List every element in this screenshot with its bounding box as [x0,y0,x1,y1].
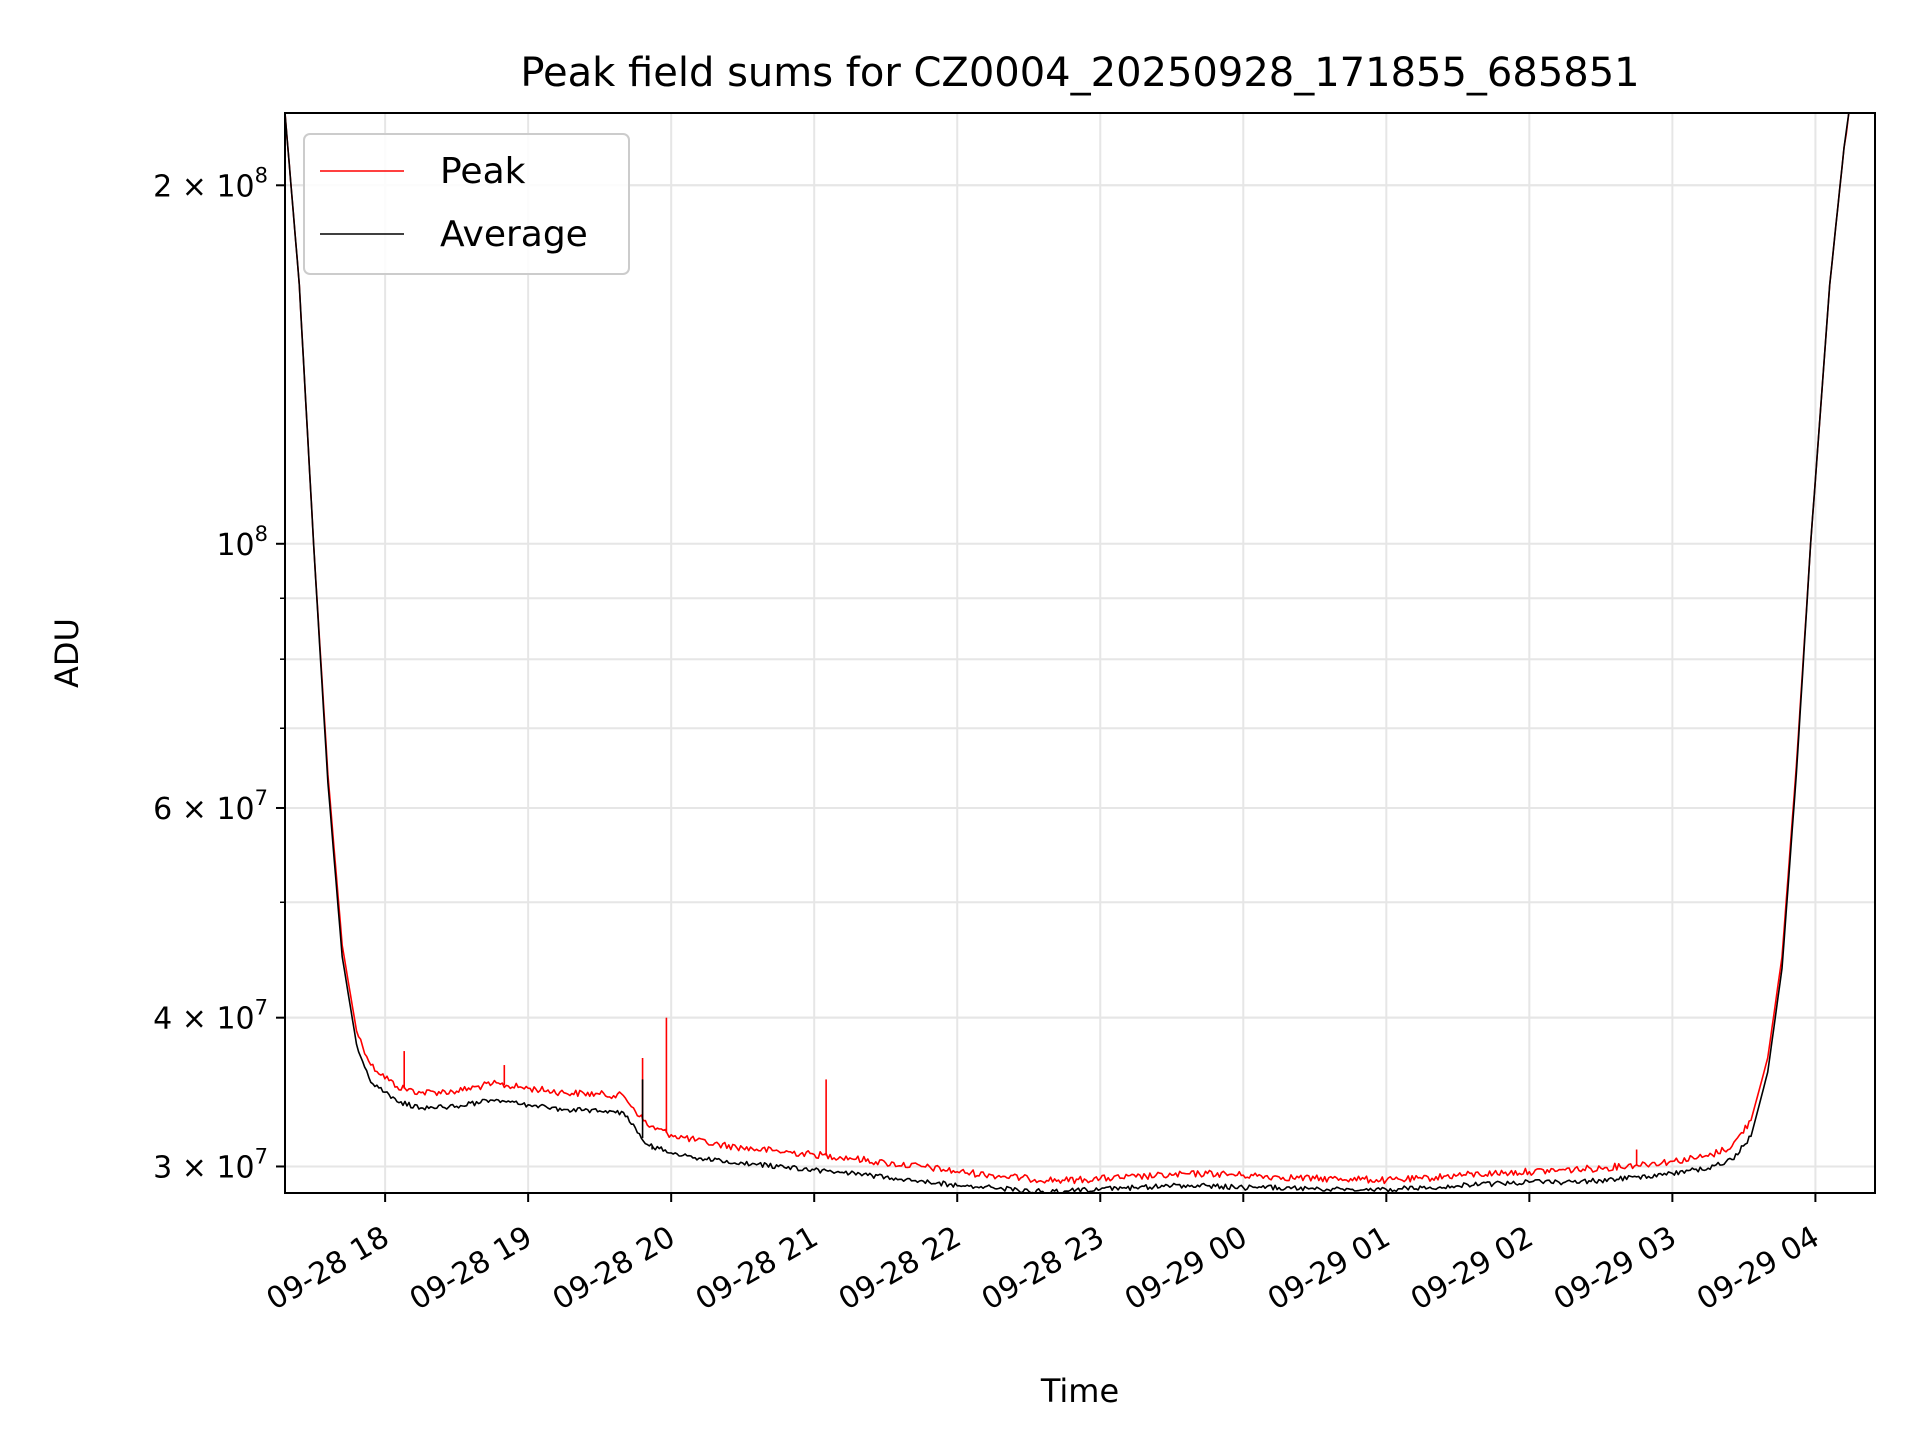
y-tick-exponent: 7 [255,786,268,810]
y-tick-mantissa: 3 [153,1150,172,1185]
legend-box [303,133,630,275]
y-tick-mantissa: 4 [153,1002,172,1037]
legend: Peak Average [303,133,630,275]
y-tick-times: × 10 [172,792,254,827]
y-tick-exponent: 8 [255,163,268,187]
y-tick-label: 4 × 107 [153,996,268,1037]
y-tick-mantissa: 2 [153,169,172,204]
legend-label-peak: Peak [440,151,526,192]
y-tick-times: × 10 [172,169,254,204]
y-tick-base: 10 [216,528,254,563]
series-layer [285,113,1850,1193]
series-group [285,113,1850,1193]
y-tick-times: × 10 [172,1002,254,1037]
plot-frame [284,112,1876,1194]
series-line-average [285,113,1850,1193]
legend-label-average: Average [440,214,588,255]
y-tick-label: 108 [216,522,268,563]
y-tick-label: 3 × 107 [153,1144,268,1185]
y-tick-mantissa: 6 [153,792,172,827]
y-tick-exponent: 8 [255,522,268,546]
grid-lines [285,113,1875,1193]
series-line-peak [285,113,1850,1185]
y-tick-label: 2 × 108 [153,163,268,204]
chart-title: Peak field sums for CZ0004_20250928_1718… [520,50,1639,96]
y-tick-label: 6 × 107 [153,786,268,827]
y-tick-exponent: 7 [255,996,268,1020]
y-tick-exponent: 7 [255,1144,268,1168]
x-axis-label: Time [1040,1372,1119,1410]
y-axis-label: ADU [48,618,86,688]
y-tick-times: × 10 [172,1150,254,1185]
